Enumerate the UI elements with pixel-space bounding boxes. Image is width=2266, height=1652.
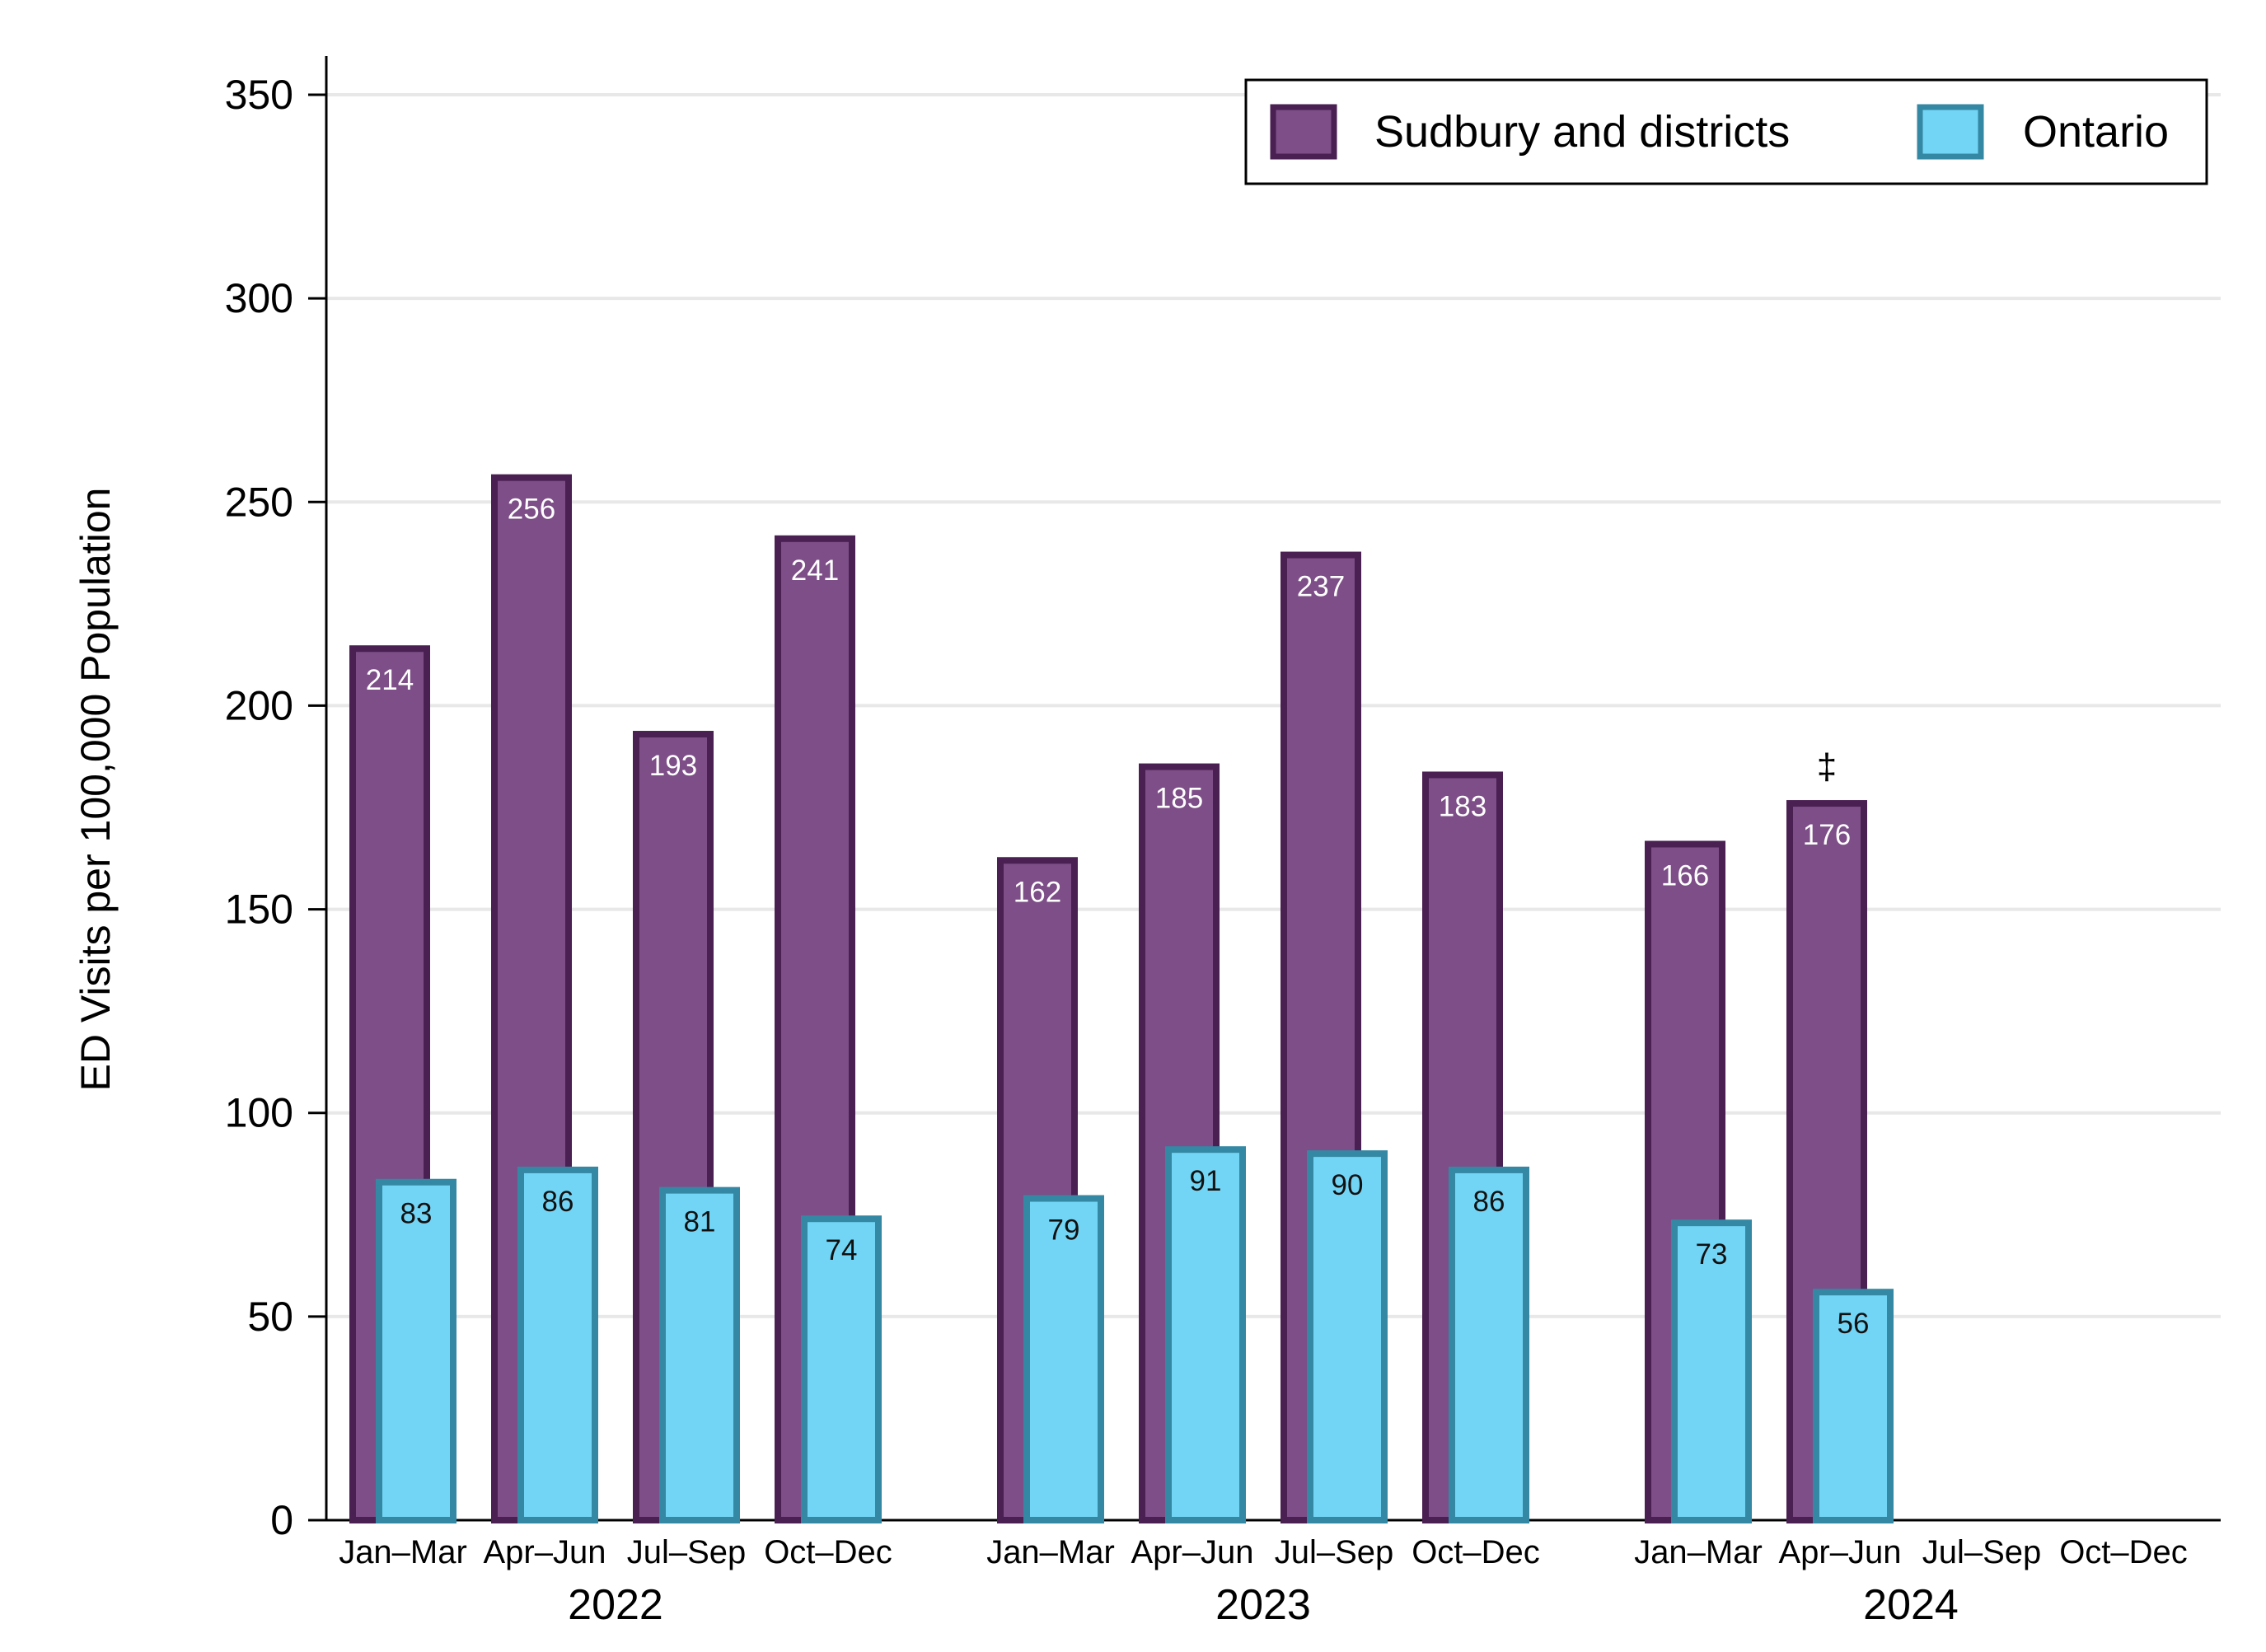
bar-value-label: 73	[1696, 1238, 1728, 1271]
x-group-label: 2023	[1215, 1581, 1311, 1629]
bar-ontario	[1671, 1219, 1752, 1523]
bar-value-label: 241	[791, 555, 839, 587]
bar-ontario	[517, 1166, 598, 1524]
x-group-label: 2022	[568, 1581, 663, 1629]
bar-value-label: 91	[1190, 1165, 1222, 1197]
y-axis-title: ED Visits per 100,000 Population	[73, 488, 119, 1092]
x-tick-label: Jul–Sep	[627, 1534, 747, 1570]
y-tick-label: 100	[225, 1090, 293, 1136]
bar-value-label: 237	[1297, 571, 1345, 603]
legend-box	[1244, 78, 2208, 185]
bar-value-label: 83	[400, 1198, 433, 1230]
y-tick-label: 0	[270, 1497, 293, 1543]
bar-value-label: 56	[1838, 1308, 1870, 1340]
x-tick-label: Jan–Mar	[339, 1534, 467, 1570]
x-tick-label: Apr–Jun	[1131, 1534, 1254, 1570]
bar-ontario	[1307, 1150, 1388, 1523]
x-tick-label: Apr–Jun	[1779, 1534, 1902, 1570]
x-tick-label: Jan–Mar	[986, 1534, 1115, 1570]
bar-ontario	[1449, 1166, 1529, 1524]
bar-value-label: 79	[1048, 1214, 1080, 1247]
bar-ontario	[1165, 1146, 1246, 1523]
legend-label-ontario: Ontario	[2023, 107, 2169, 157]
bar-value-label: 74	[826, 1234, 858, 1266]
bar-value-label: 256	[508, 494, 555, 526]
bar-annotation: ‡	[1817, 746, 1837, 787]
y-tick-label: 250	[225, 479, 293, 525]
x-tick-label: Apr–Jun	[484, 1534, 606, 1570]
bar-value-label: 81	[684, 1206, 716, 1238]
bar-value-label: 185	[1155, 783, 1203, 815]
y-tick-label: 50	[247, 1294, 293, 1340]
y-tick-label: 350	[225, 72, 293, 118]
x-tick-label: Oct–Dec	[764, 1534, 892, 1570]
y-tick-label: 300	[225, 275, 293, 321]
y-tick-label: 150	[225, 887, 293, 933]
bar-value-label: 86	[542, 1186, 574, 1218]
y-tick-label: 200	[225, 682, 293, 728]
bar-value-label: 214	[366, 664, 414, 696]
x-tick-label: Jul–Sep	[1275, 1534, 1394, 1570]
bar-ontario	[376, 1178, 456, 1523]
bar-ontario	[1023, 1195, 1104, 1523]
legend-swatch-ontario	[1917, 104, 1984, 160]
legend-label-sudbury: Sudbury and districts	[1374, 107, 1790, 157]
bar-value-label: 162	[1014, 876, 1061, 908]
bar-ontario	[801, 1215, 882, 1523]
x-tick-label: Jan–Mar	[1634, 1534, 1763, 1570]
bar-value-label: 86	[1473, 1186, 1505, 1218]
legend-swatch-sudbury	[1270, 104, 1337, 160]
x-tick-label: Oct–Dec	[2059, 1534, 2188, 1570]
bar-ontario	[1813, 1289, 1894, 1523]
x-group-label: 2024	[1863, 1581, 1959, 1629]
bar-value-label: 90	[1332, 1169, 1364, 1201]
bar-ontario	[659, 1186, 740, 1523]
bar-value-label: 193	[649, 750, 697, 782]
bar-value-label: 166	[1661, 859, 1709, 892]
bar-value-label: 183	[1439, 790, 1486, 822]
x-tick-label: Oct–Dec	[1412, 1534, 1540, 1570]
bar-value-label: 176	[1803, 819, 1851, 851]
x-tick-label: Jul–Sep	[1922, 1534, 2042, 1570]
